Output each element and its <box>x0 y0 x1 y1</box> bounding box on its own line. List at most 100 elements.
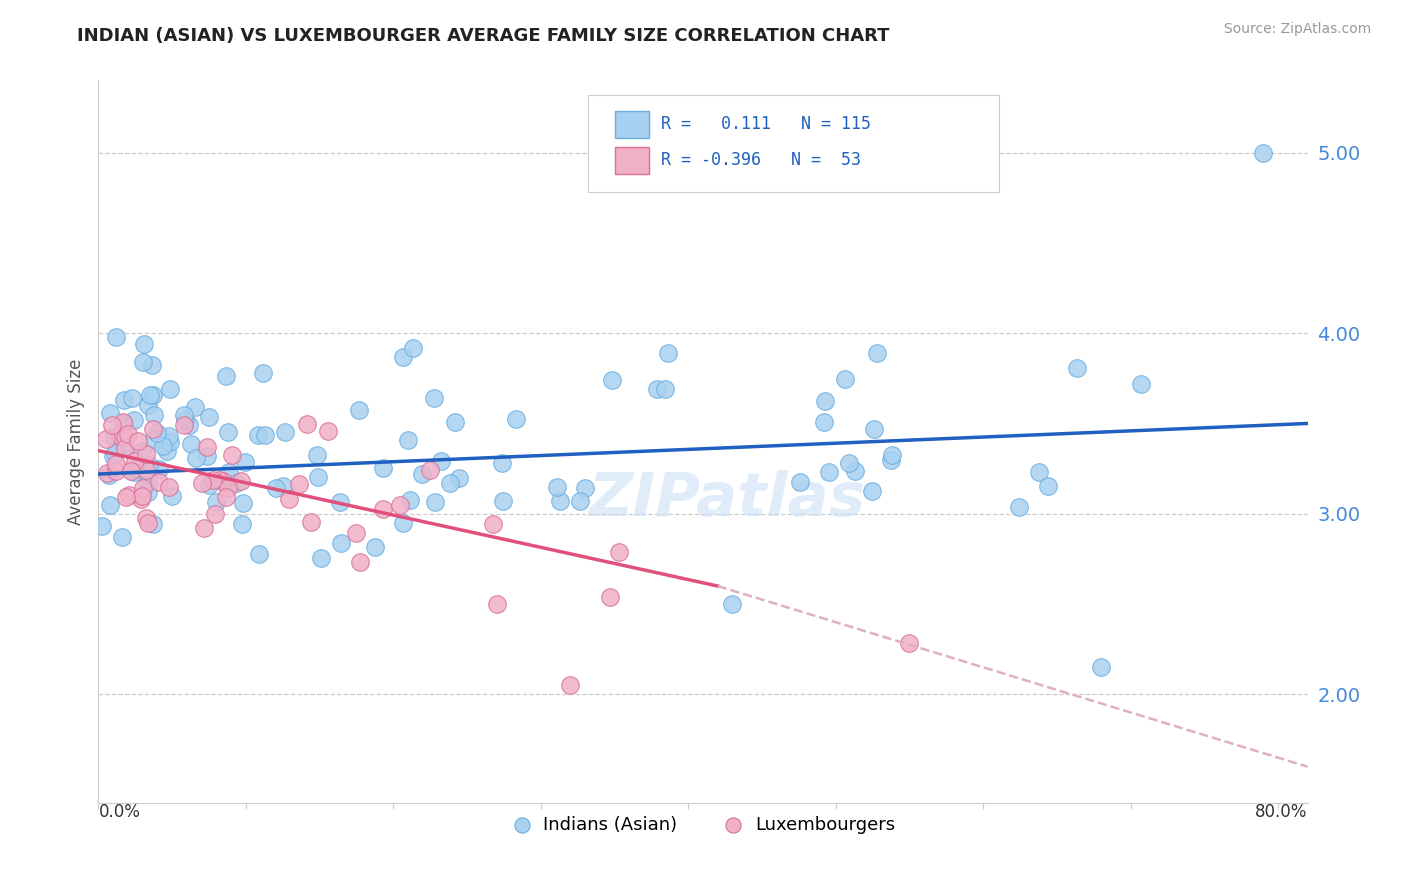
Point <box>104 457 127 471</box>
Point <box>124 465 146 479</box>
Text: Source: ZipAtlas.com: Source: ZipAtlas.com <box>1223 22 1371 37</box>
Point <box>505 412 527 426</box>
Point <box>309 551 332 566</box>
Point <box>1129 377 1152 392</box>
Point <box>114 441 136 455</box>
Point <box>131 489 153 503</box>
Point <box>184 401 207 415</box>
Point <box>124 454 146 468</box>
Point <box>135 463 157 477</box>
Point <box>195 440 218 454</box>
Point <box>371 461 394 475</box>
Point <box>198 478 221 492</box>
Point <box>860 483 883 498</box>
Point <box>132 481 155 495</box>
Point <box>138 388 160 402</box>
Point <box>131 444 153 458</box>
Point <box>834 371 856 385</box>
Point <box>135 511 157 525</box>
Point <box>233 455 256 469</box>
Point <box>423 495 446 509</box>
Point <box>392 516 415 530</box>
Point <box>818 465 841 479</box>
Point <box>274 425 297 439</box>
Point <box>880 452 903 467</box>
Point <box>135 447 157 461</box>
Point <box>94 432 117 446</box>
FancyBboxPatch shape <box>614 111 648 138</box>
Point <box>329 495 352 509</box>
Point <box>104 329 127 343</box>
Point <box>485 597 508 611</box>
Point <box>191 475 214 490</box>
Point <box>278 492 301 507</box>
Point <box>295 417 318 432</box>
Point <box>391 350 413 364</box>
Point <box>419 463 441 477</box>
Text: 0.0%: 0.0% <box>98 803 141 821</box>
Point <box>364 541 387 555</box>
Point <box>103 430 125 444</box>
Point <box>111 530 134 544</box>
Point <box>347 403 370 417</box>
Point <box>114 490 136 504</box>
Point <box>160 489 183 503</box>
Point <box>97 467 120 482</box>
Point <box>127 434 149 448</box>
Point <box>217 481 239 495</box>
Point <box>146 426 169 441</box>
Point <box>574 481 596 495</box>
Point <box>122 413 145 427</box>
Point <box>862 422 884 436</box>
Point <box>316 424 339 438</box>
Point <box>204 507 226 521</box>
Point <box>449 470 471 484</box>
Point <box>142 516 165 531</box>
FancyBboxPatch shape <box>588 95 1000 193</box>
Point <box>252 366 274 380</box>
Point <box>96 466 118 480</box>
Point <box>129 491 152 506</box>
Point <box>305 449 328 463</box>
Point <box>1008 500 1031 514</box>
Text: INDIAN (ASIAN) VS LUXEMBOURGER AVERAGE FAMILY SIZE CORRELATION CHART: INDIAN (ASIAN) VS LUXEMBOURGER AVERAGE F… <box>77 27 890 45</box>
Point <box>132 355 155 369</box>
Point <box>91 519 114 533</box>
Point <box>865 345 887 359</box>
Point <box>264 481 287 495</box>
Point <box>389 498 412 512</box>
Point <box>299 516 322 530</box>
Point <box>288 477 311 491</box>
Point <box>111 441 134 455</box>
Point <box>430 453 453 467</box>
Point <box>844 464 866 478</box>
Point <box>98 406 121 420</box>
Point <box>396 433 419 447</box>
Point <box>225 475 247 490</box>
Point <box>111 415 134 429</box>
Point <box>152 439 174 453</box>
Point <box>148 475 170 489</box>
Point <box>141 358 163 372</box>
Point <box>104 464 127 478</box>
Point <box>898 636 921 650</box>
Legend: Indians (Asian), Luxembourgers: Indians (Asian), Luxembourgers <box>503 808 903 841</box>
Point <box>120 464 142 478</box>
Point <box>142 422 165 436</box>
Point <box>136 475 159 490</box>
Point <box>218 465 240 479</box>
Point <box>654 382 676 396</box>
Point <box>599 590 621 604</box>
Point <box>439 476 461 491</box>
Point <box>838 456 860 470</box>
Point <box>179 418 201 433</box>
Point <box>159 382 181 396</box>
Point <box>132 336 155 351</box>
Point <box>136 398 159 412</box>
Point <box>221 449 243 463</box>
Text: 80.0%: 80.0% <box>1256 803 1308 821</box>
Point <box>135 467 157 482</box>
Point <box>548 494 571 508</box>
Point <box>1038 479 1060 493</box>
Point <box>125 460 148 475</box>
